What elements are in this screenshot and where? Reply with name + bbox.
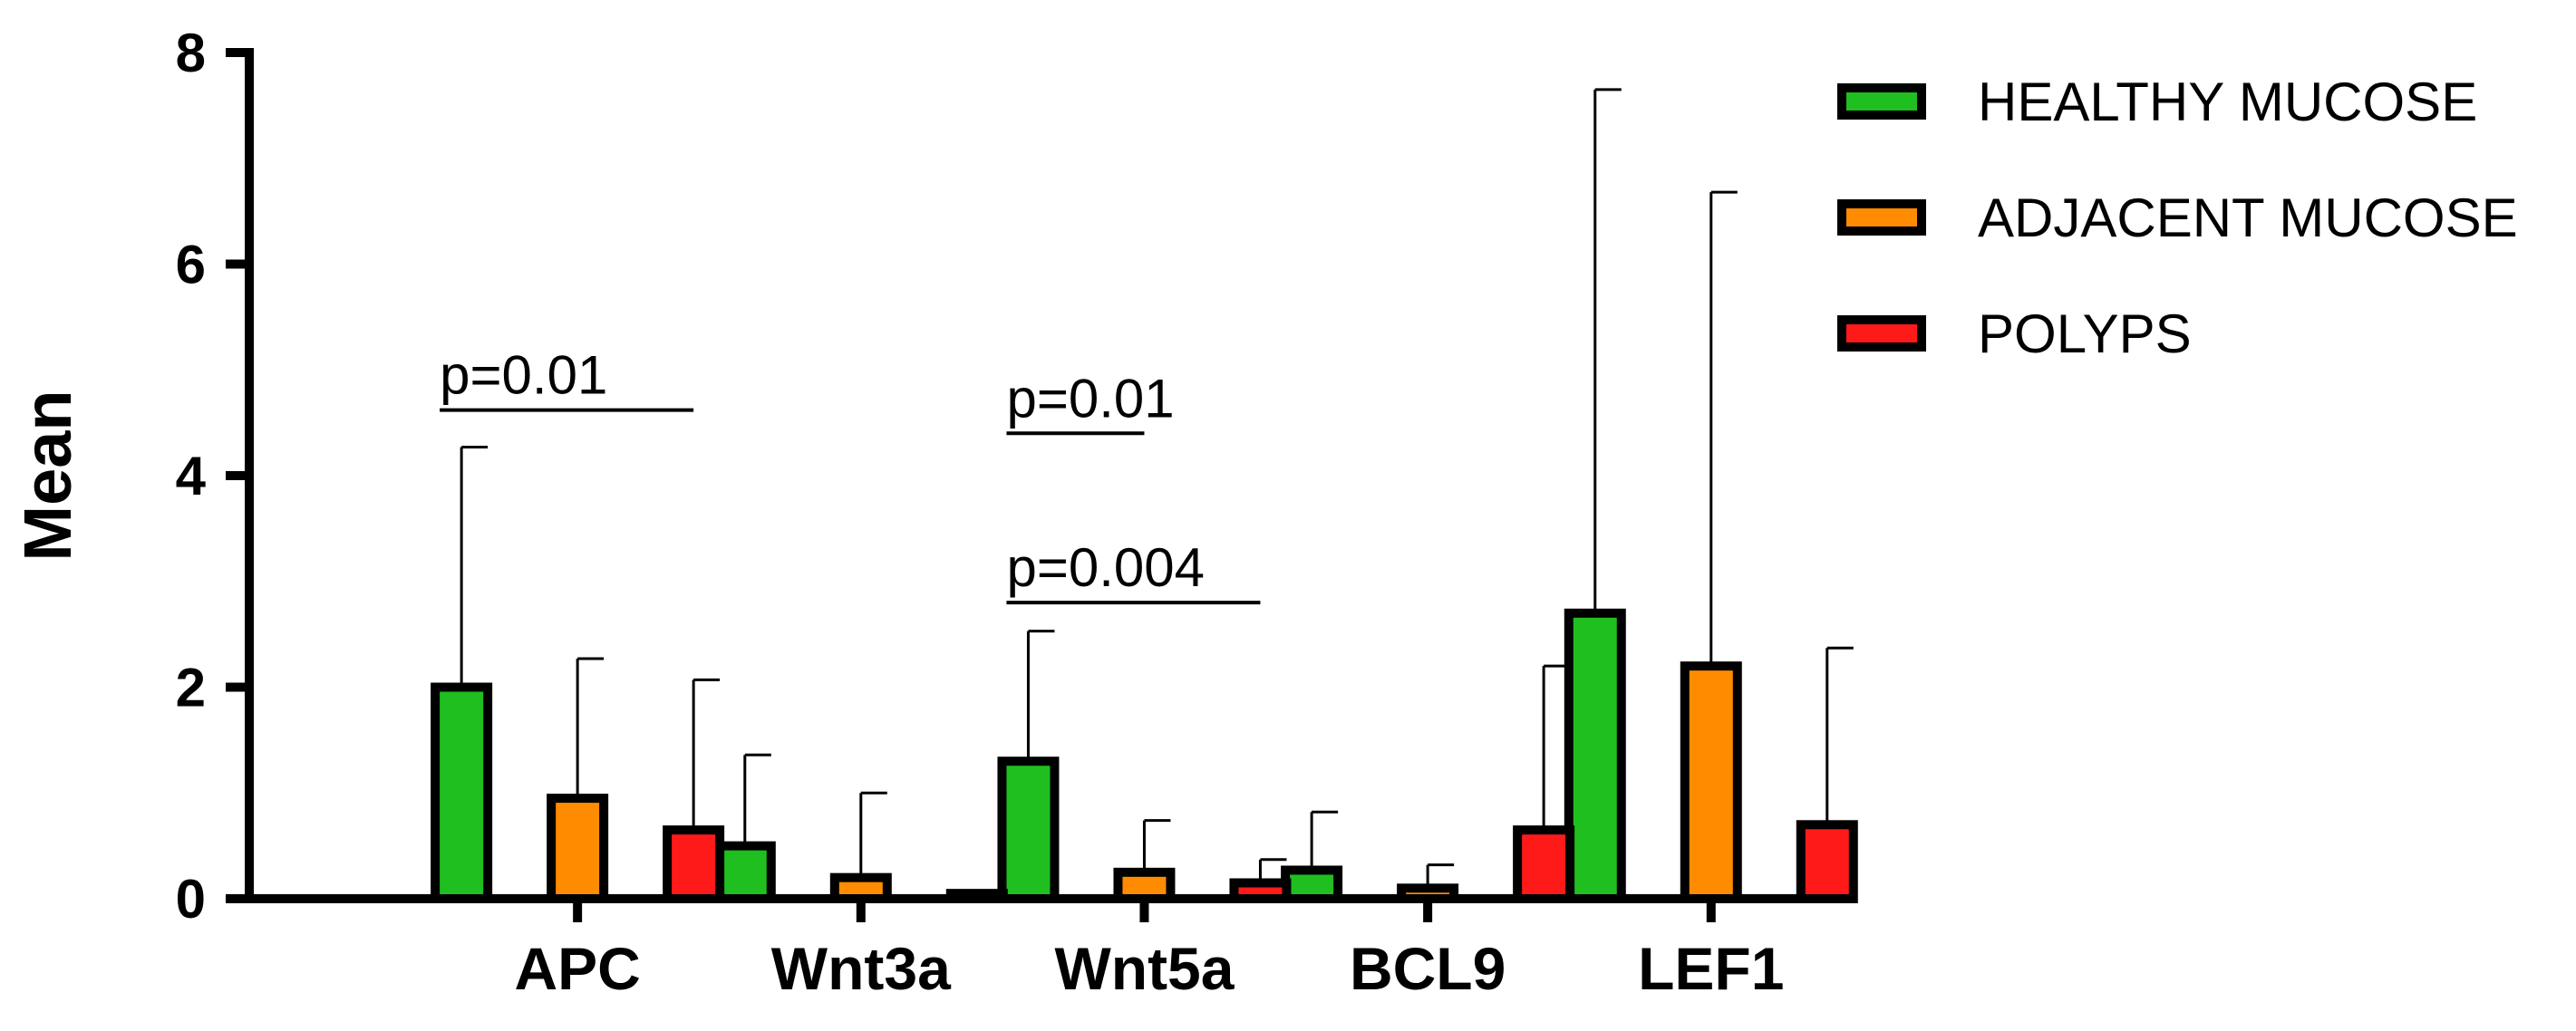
bar-apc-series-3 (663, 825, 725, 903)
significance-label-1: p=0.01 (1006, 368, 1174, 429)
bar-apc-series-2 (547, 794, 609, 904)
bar-wnt3a-series-1 (713, 841, 776, 903)
x-tick-label-apc: APC (514, 935, 640, 1002)
legend-label-1: HEALTHY MUCOSE (1978, 72, 2477, 132)
significance-label-0: p=0.01 (440, 345, 607, 406)
bar-apc-series-1 (431, 682, 493, 903)
legend-label-2: ADJACENT MUCOSE (1978, 188, 2518, 248)
y-tick-label-3: 6 (176, 235, 206, 295)
legend-label-3: POLYPS (1978, 304, 2192, 364)
bar-lef1-series-3 (1796, 820, 1858, 904)
y-tick-label-4: 8 (176, 23, 206, 83)
x-tick-label-lef1: LEF1 (1638, 935, 1784, 1002)
x-tick-label-wnt5a: Wnt5a (1054, 935, 1235, 1002)
y-axis-title: Mean (10, 390, 85, 561)
y-tick-label-0: 0 (176, 869, 206, 930)
bar-lef1-series-1 (1564, 608, 1626, 904)
y-tick-label-1: 2 (176, 658, 206, 718)
bar-wnt5a-series-1 (997, 756, 1060, 903)
legend-swatch-1 (1837, 83, 1926, 120)
x-tick-label-wnt3a: Wnt3a (771, 935, 952, 1002)
significance-label-2: p=0.004 (1006, 537, 1205, 598)
annotations-layer: p=0.01 p=0.01 p=0.004 (440, 345, 1261, 605)
y-tick-label-2: 4 (176, 446, 207, 506)
bar-lef1-series-2 (1680, 661, 1742, 904)
legend-swatch-2 (1837, 199, 1926, 236)
x-tick-label-bcl9: BCL9 (1350, 935, 1506, 1002)
axes-layer: 0 2 4 6 8 APC Wnt3a Wnt5a BCL9 LEF1 (176, 23, 1828, 1002)
bar-bcl9-series-3 (1513, 825, 1575, 903)
legend-swatch-3 (1837, 315, 1926, 352)
bars-layer (431, 88, 1858, 904)
legend: HEALTHY MUCOSE ADJACENT MUCOSE POLYPS (1837, 72, 2518, 364)
